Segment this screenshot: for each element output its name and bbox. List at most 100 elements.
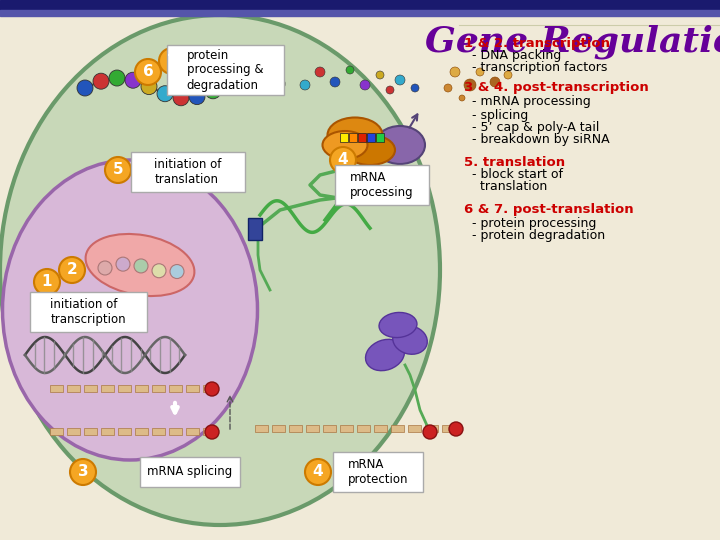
Text: 6 & 7. post-translation: 6 & 7. post-translation [464,204,634,217]
Bar [50,428,63,435]
Bar [203,428,216,435]
Circle shape [77,80,93,96]
Bar [186,428,199,435]
Bar [376,133,384,142]
Bar [203,385,216,392]
Bar [101,385,114,392]
Text: 3 & 4. post-transcription: 3 & 4. post-transcription [464,82,649,94]
Text: 3: 3 [78,464,89,480]
Bar [135,385,148,392]
Bar [248,218,262,240]
Circle shape [189,89,205,105]
Circle shape [444,84,452,92]
Circle shape [173,90,189,106]
Text: - block start of: - block start of [464,168,563,181]
Bar [118,385,131,392]
Circle shape [449,422,463,436]
Text: 5: 5 [113,163,123,178]
Circle shape [93,73,109,89]
Bar [425,425,438,432]
Circle shape [330,77,340,87]
Ellipse shape [345,135,395,165]
Circle shape [450,67,460,77]
Text: 2: 2 [67,262,77,278]
Text: 1 & 2. transcription: 1 & 2. transcription [464,37,610,50]
Bar [408,425,421,432]
Bar [84,385,97,392]
Circle shape [459,95,465,101]
Text: - 5’ cap & poly-A tail: - 5’ cap & poly-A tail [464,120,599,133]
Text: 7: 7 [167,53,177,69]
Circle shape [490,77,500,87]
Bar [340,133,348,142]
Bar [152,428,165,435]
Bar [186,385,199,392]
Circle shape [116,257,130,271]
Circle shape [237,71,253,86]
Bar [50,385,63,392]
Bar [323,425,336,432]
FancyBboxPatch shape [30,292,146,332]
Bar [349,133,357,142]
Circle shape [70,459,96,485]
Text: protein
processing &
degradation: protein processing & degradation [186,49,264,91]
Text: - splicing: - splicing [464,109,528,122]
Ellipse shape [366,339,405,370]
Bar [272,425,285,432]
Circle shape [125,72,141,88]
Bar [255,425,268,432]
Circle shape [205,83,221,99]
Ellipse shape [86,234,194,296]
Text: 4: 4 [338,152,348,167]
Bar [357,425,370,432]
Text: 1: 1 [42,274,53,289]
Bar [0,0,720,10]
Circle shape [330,147,356,173]
FancyBboxPatch shape [333,452,423,492]
Bar [67,428,80,435]
Text: mRNA
processing: mRNA processing [350,171,414,199]
Ellipse shape [375,126,425,164]
Bar [169,428,182,435]
Circle shape [109,70,125,86]
Text: - DNA packing: - DNA packing [464,50,562,63]
Circle shape [305,459,331,485]
Circle shape [269,76,285,92]
Bar [118,428,131,435]
Circle shape [157,86,173,102]
Text: - transcription factors: - transcription factors [464,62,608,75]
Circle shape [253,71,269,87]
Text: 6: 6 [143,64,153,79]
Circle shape [170,265,184,279]
Circle shape [135,59,161,85]
Bar [169,385,182,392]
Ellipse shape [323,131,367,159]
Circle shape [464,79,476,91]
Bar [306,425,319,432]
Bar [367,133,375,142]
Circle shape [105,157,131,183]
FancyBboxPatch shape [140,457,240,487]
Circle shape [423,425,437,439]
Circle shape [34,269,60,295]
Bar [442,425,455,432]
Circle shape [205,382,219,396]
Bar [67,385,80,392]
FancyBboxPatch shape [335,165,429,205]
Circle shape [59,257,85,283]
Bar [391,425,404,432]
Circle shape [504,71,512,79]
Circle shape [205,425,219,439]
Text: - breakdown by siRNA: - breakdown by siRNA [464,133,610,146]
Text: 4: 4 [312,464,323,480]
Circle shape [221,76,237,91]
Text: - protein processing: - protein processing [464,217,596,230]
Circle shape [476,68,484,76]
Ellipse shape [392,326,427,354]
Text: - protein degradation: - protein degradation [464,230,605,242]
Circle shape [159,48,185,74]
Circle shape [360,80,370,90]
Bar [289,425,302,432]
Bar [84,428,97,435]
Text: initiation of
transcription: initiation of transcription [50,298,126,326]
